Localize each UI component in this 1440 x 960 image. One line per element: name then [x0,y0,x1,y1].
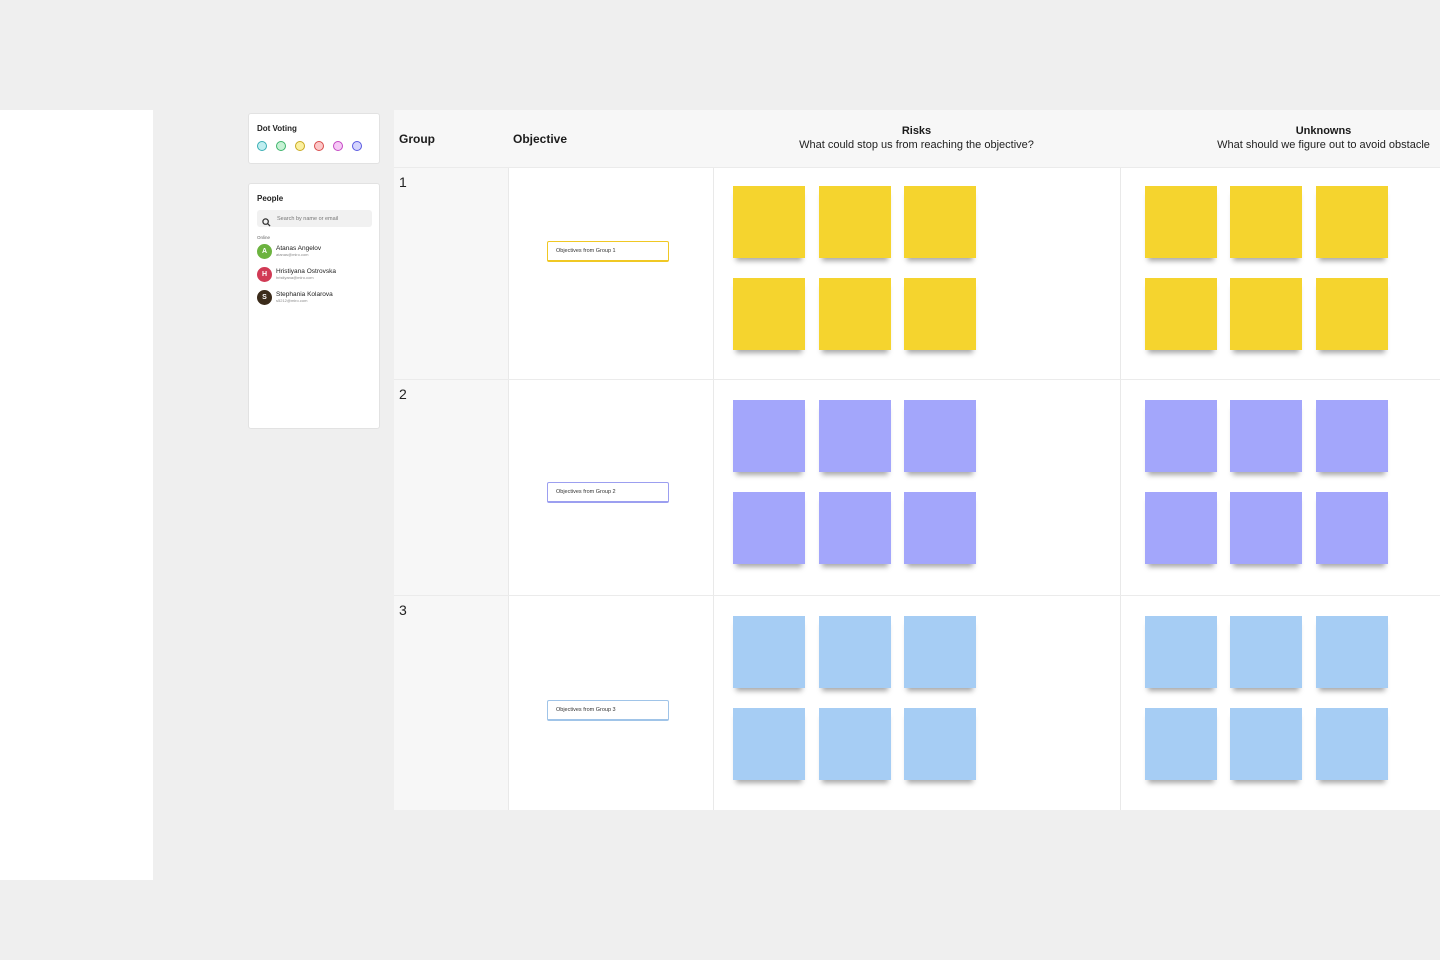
yellow-dot[interactable] [295,141,305,151]
header-unknowns: Unknowns What should we figure out to av… [1120,125,1440,151]
group-column [394,110,508,810]
header-unknowns-subtitle: What should we figure out to avoid obsta… [1217,139,1430,151]
risk-sticky-note[interactable] [733,400,805,472]
risk-sticky-note[interactable] [733,186,805,258]
risk-sticky-note[interactable] [904,708,976,780]
risk-sticky-note[interactable] [904,400,976,472]
risk-sticky-note[interactable] [819,400,891,472]
unknown-sticky-note[interactable] [1230,400,1302,472]
person-text: Hristiyana Ostrovska hristiyana@miro.com [276,267,336,281]
objective-box[interactable]: Objectives from Group 2 [547,482,669,503]
risk-sticky-note[interactable] [733,278,805,350]
online-label: Online [257,235,271,240]
header-objective: Objective [513,132,568,146]
unknown-sticky-note[interactable] [1316,492,1388,564]
green-dot[interactable] [276,141,286,151]
unknown-sticky-note[interactable] [1316,278,1388,350]
risk-sticky-note[interactable] [733,708,805,780]
avatar: H [257,267,272,282]
left-panel [0,110,153,880]
group-number: 3 [399,602,407,618]
risk-sticky-note[interactable] [733,616,805,688]
pink-dot[interactable] [333,141,343,151]
unknown-sticky-note[interactable] [1230,492,1302,564]
person-text: Atanas Angelov atanas@miro.com [276,244,322,258]
header-risks-subtitle: What could stop us from reaching the obj… [799,139,1034,151]
unknown-sticky-note[interactable] [1145,278,1217,350]
risk-sticky-note[interactable] [819,492,891,564]
people-card: People Online A Atanas Angelovatanas@miro… [248,183,380,429]
avatar: A [257,244,272,259]
unknown-sticky-note[interactable] [1145,400,1217,472]
red-dot[interactable] [314,141,324,151]
person-email: atanas@miro.com [276,252,309,258]
avatar: S [257,290,272,305]
person-email: hristiyana@miro.com [276,275,314,281]
risk-sticky-note[interactable] [819,708,891,780]
unknown-sticky-note[interactable] [1145,492,1217,564]
teal-dot[interactable] [257,141,267,151]
header-risks: Risks What could stop us from reaching t… [713,125,1120,151]
objective-column [508,110,714,810]
unknown-sticky-note[interactable] [1145,186,1217,258]
person-item[interactable]: S Stephania Kolarova s5212@miro.com [257,290,333,305]
person-email: s5212@miro.com [276,298,308,304]
row-divider [394,379,1440,380]
dot-voting-dots [257,141,362,151]
unknown-sticky-note[interactable] [1316,186,1388,258]
unknown-sticky-note[interactable] [1230,186,1302,258]
dot-voting-card: Dot Voting [248,113,380,164]
dot-voting-title: Dot Voting [257,124,297,133]
risk-sticky-note[interactable] [904,278,976,350]
group-number: 1 [399,174,407,190]
unknown-sticky-note[interactable] [1316,400,1388,472]
row-divider [394,167,1440,168]
unknown-sticky-note[interactable] [1316,708,1388,780]
search-input[interactable] [275,214,372,223]
risk-sticky-note[interactable] [904,616,976,688]
purple-dot[interactable] [352,141,362,151]
person-name: Hristiyana Ostrovska [276,267,336,275]
unknown-sticky-note[interactable] [1230,708,1302,780]
objective-box[interactable]: Objectives from Group 3 [547,700,669,721]
risk-sticky-note[interactable] [819,186,891,258]
risk-sticky-note[interactable] [819,616,891,688]
person-item[interactable]: A Atanas Angelov atanas@miro.com [257,244,321,259]
unknown-sticky-note[interactable] [1145,616,1217,688]
board-table: Group Objective Risks What could stop us… [394,110,1440,810]
risk-sticky-note[interactable] [904,492,976,564]
person-item[interactable]: H Hristiyana Ostrovska hristiyana@miro.com [257,267,336,282]
person-name: Atanas Angelov [276,244,322,252]
risk-sticky-note[interactable] [904,186,976,258]
people-search[interactable] [257,210,372,227]
risk-sticky-note[interactable] [733,492,805,564]
unknown-sticky-note[interactable] [1230,278,1302,350]
objective-box[interactable]: Objectives from Group 1 [547,241,669,262]
people-title: People [257,194,284,203]
header-risks-title: Risks [901,125,932,137]
person-text: Stephania Kolarova s5212@miro.com [276,290,333,304]
risk-sticky-note[interactable] [819,278,891,350]
header-unknowns-title: Unknowns [1295,125,1352,137]
row-divider [394,595,1440,596]
unknown-sticky-note[interactable] [1316,616,1388,688]
unknown-sticky-note[interactable] [1145,708,1217,780]
person-name: Stephania Kolarova [276,290,333,298]
header-group: Group [399,132,435,146]
unknown-sticky-note[interactable] [1230,616,1302,688]
group-number: 2 [399,386,407,402]
search-icon [262,214,271,227]
